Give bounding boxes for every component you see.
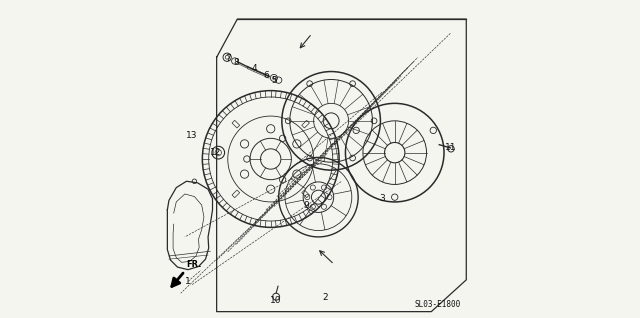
Text: 4: 4 xyxy=(252,64,258,73)
Bar xyxy=(301,190,309,198)
Text: SL03-E1800: SL03-E1800 xyxy=(415,300,461,309)
Text: 13: 13 xyxy=(186,131,198,140)
Text: 2: 2 xyxy=(322,293,328,302)
Text: 6: 6 xyxy=(263,71,269,80)
Text: 11: 11 xyxy=(445,143,456,152)
Bar xyxy=(301,120,309,128)
Text: 8: 8 xyxy=(234,58,239,67)
Text: 5: 5 xyxy=(271,76,276,85)
Bar xyxy=(232,120,239,128)
Text: 10: 10 xyxy=(269,296,281,305)
Text: 1: 1 xyxy=(185,277,191,286)
Text: FR.: FR. xyxy=(186,260,202,269)
Text: 12: 12 xyxy=(211,148,221,157)
Text: 9: 9 xyxy=(304,201,310,210)
Text: 7: 7 xyxy=(225,54,230,63)
Text: 3: 3 xyxy=(379,194,385,203)
Bar xyxy=(232,190,239,198)
